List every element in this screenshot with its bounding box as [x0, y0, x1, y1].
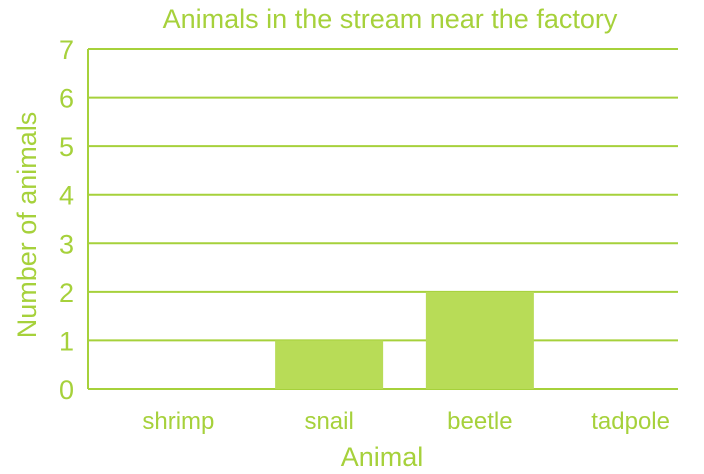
bars — [275, 291, 534, 389]
bar-snail — [275, 340, 384, 389]
x-tick-label-tadpole: tadpole — [591, 408, 670, 435]
y-tick-label: 1 — [59, 326, 74, 356]
y-tick-label: 5 — [59, 132, 74, 162]
grid-lines — [88, 48, 678, 390]
y-tick-label: 2 — [59, 278, 74, 308]
y-tick-label: 0 — [59, 375, 74, 405]
bar-beetle — [425, 291, 534, 389]
x-axis-title: Animal — [341, 442, 424, 472]
x-tick-label-shrimp: shrimp — [142, 408, 214, 435]
x-tick-label-beetle: beetle — [447, 408, 512, 435]
chart-title: Animals in the stream near the factory — [163, 4, 618, 34]
y-tick-label: 7 — [59, 35, 74, 65]
y-tick-label: 3 — [59, 229, 74, 259]
y-axis-title: Number of animals — [12, 112, 42, 339]
x-tick-label-snail: snail — [304, 408, 353, 435]
y-tick-labels: 0 1 2 3 4 5 6 7 — [59, 35, 74, 405]
x-tick-labels: shrimp snail beetle tadpole — [142, 408, 670, 435]
y-tick-label: 6 — [59, 84, 74, 114]
y-tick-label: 4 — [59, 181, 74, 211]
